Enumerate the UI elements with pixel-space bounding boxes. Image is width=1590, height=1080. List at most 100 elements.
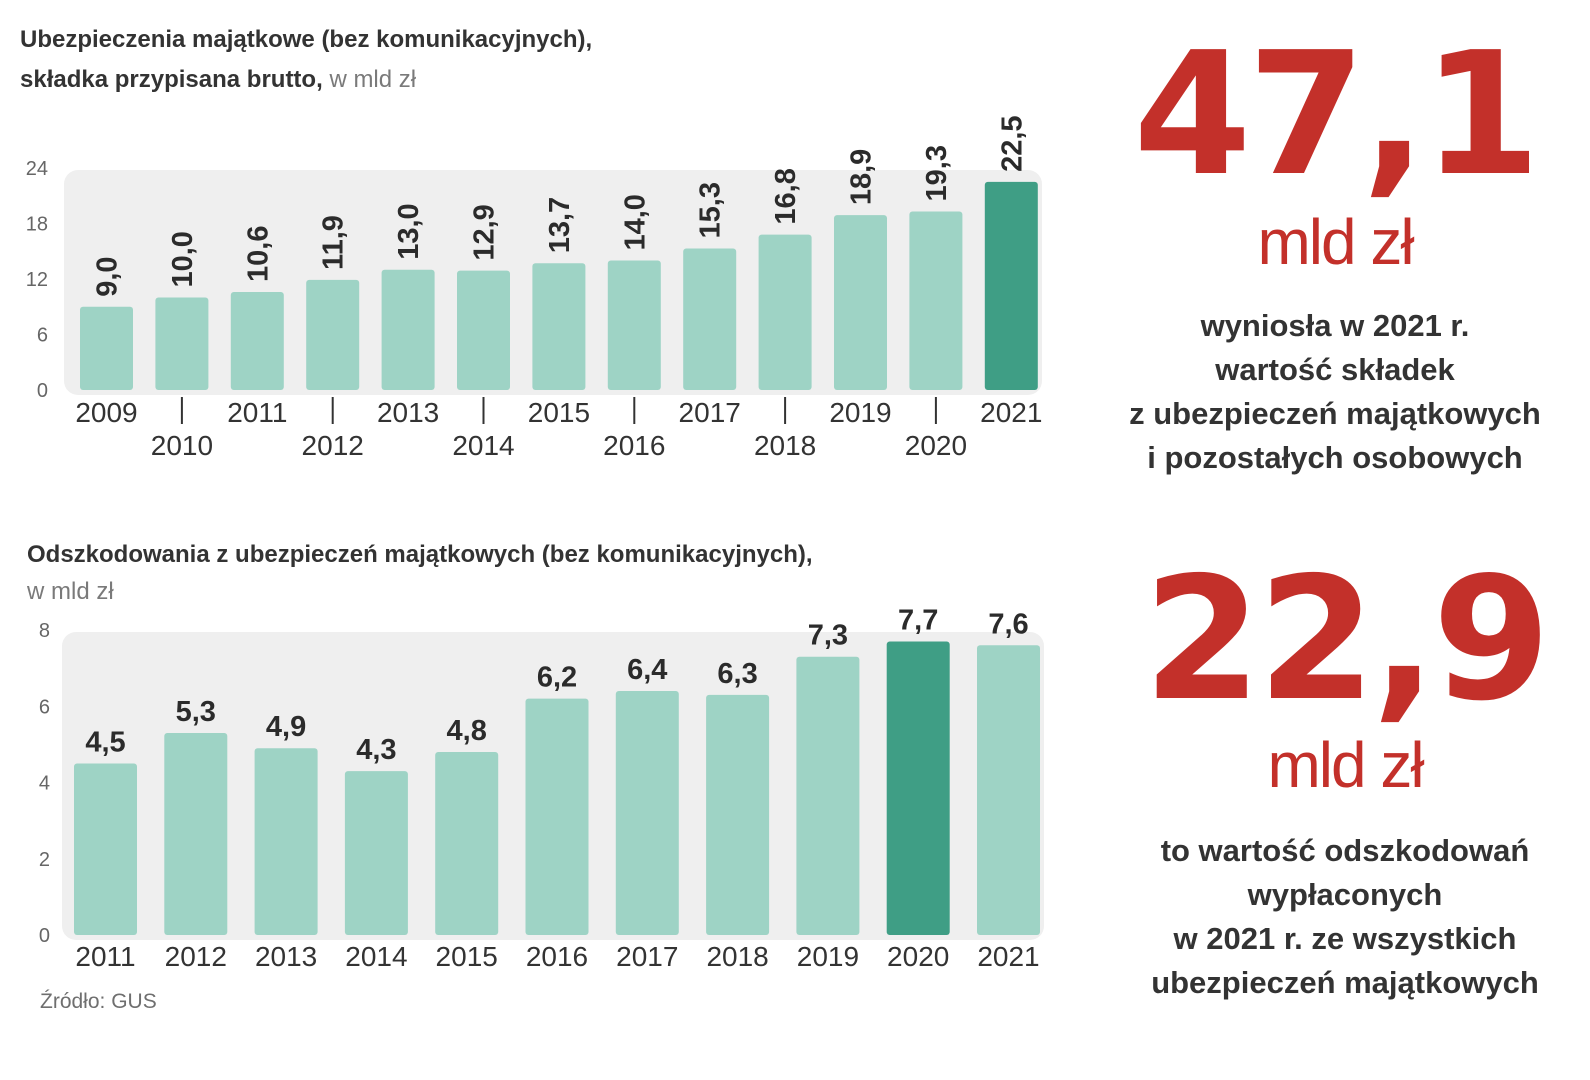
chart1-value-label: 10,0	[167, 231, 199, 287]
stat1-desc-line: z ubezpieczeń majątkowych	[1129, 396, 1541, 431]
chart1-value-label: 13,0	[393, 203, 425, 259]
chart1-value-label: 16,8	[770, 168, 802, 224]
chart2-unit: w mld zł	[27, 578, 114, 605]
chart1-bar	[984, 181, 1038, 390]
chart1-bar	[683, 248, 737, 390]
stat2-desc-line: w 2021 r. ze wszystkich	[1173, 921, 1517, 956]
chart1-xtick-label: 2012	[302, 430, 364, 461]
chart2-xtick-label: 2015	[436, 941, 498, 972]
chart2-value-label: 4,9	[266, 711, 306, 743]
chart1-value-label: 12,9	[469, 204, 501, 260]
chart2-ytick-label: 0	[39, 925, 50, 947]
chart1-xtick-label: 2019	[829, 397, 891, 428]
stat2-desc-line: ubezpieczeń majątkowych	[1151, 965, 1539, 1000]
chart2-bar	[886, 641, 950, 935]
chart2-xtick-label: 2014	[345, 941, 407, 972]
chart1-value-label: 22,5	[996, 115, 1028, 171]
chart2-bar	[525, 698, 589, 935]
chart2-xtick-label: 2013	[255, 941, 317, 972]
chart2-bar	[435, 752, 499, 935]
chart2-xtick-label: 2019	[797, 941, 859, 972]
chart2-ytick-label: 6	[39, 696, 50, 718]
chart2-title: Odszkodowania z ubezpieczeń majątkowych …	[27, 541, 813, 568]
chart2-xtick-label: 2017	[616, 941, 678, 972]
chart1-value-label: 10,6	[242, 225, 274, 281]
chart1-bar	[381, 269, 435, 390]
chart1-xtick-label: 2014	[452, 430, 514, 461]
chart1-xtick-label: 2009	[75, 397, 137, 428]
chart1-unit: w mld zł	[329, 66, 417, 93]
stat1-desc-line: wyniosła w 2021 r.	[1200, 308, 1470, 343]
chart1-bar	[80, 306, 133, 390]
chart1-xtick-label: 2020	[905, 430, 967, 461]
chart1-bar	[306, 279, 360, 390]
chart1-subtitle-line: składka przypisana brutto, w mld zł	[20, 60, 592, 100]
chart2-value-label: 5,3	[176, 696, 216, 728]
chart2-value-label: 7,6	[988, 608, 1028, 640]
chart2-bar	[706, 694, 770, 935]
chart1-xtick-label: 2015	[528, 397, 590, 428]
chart2-value-label: 7,3	[808, 620, 848, 652]
chart1-ytick-label: 24	[26, 158, 48, 180]
chart2-value-label: 6,3	[717, 658, 757, 690]
chart1-xtick-label: 2018	[754, 430, 816, 461]
chart1-xtick-label: 2010	[151, 430, 213, 461]
chart1-bar	[457, 270, 510, 390]
chart1-value-label: 18,9	[846, 149, 878, 205]
chart1-bar	[834, 215, 887, 390]
chart2-bar	[254, 748, 318, 935]
chart1-bar	[155, 297, 209, 390]
chart2-ytick-label: 2	[39, 849, 50, 871]
chart1-xtick-label: 2016	[603, 430, 665, 461]
chart1-value-label: 15,3	[695, 182, 727, 238]
chart1-ytick-label: 18	[26, 214, 48, 236]
chart1-subtitle: składka przypisana brutto,	[20, 66, 323, 93]
chart1-bar	[532, 263, 586, 390]
chart2-bar	[796, 656, 860, 935]
chart2-value-label: 6,2	[537, 662, 577, 694]
chart1-title-block: Ubezpieczenia majątkowe (bez komunikacyj…	[20, 20, 592, 100]
chart1-bar	[758, 234, 812, 390]
chart1-bar	[909, 211, 963, 390]
chart2-xtick-label: 2012	[165, 941, 227, 972]
stat1-desc-line: wartość składek	[1215, 352, 1455, 387]
chart2-xtick-label: 2021	[977, 941, 1039, 972]
stat2-value: 22,9	[1143, 541, 1550, 739]
chart1-ytick-label: 6	[37, 325, 48, 347]
stat1-description: wyniosła w 2021 r. wartość składek z ube…	[1100, 304, 1570, 480]
chart2-xtick-label: 2011	[75, 941, 135, 972]
chart1-xtick-label: 2011	[227, 397, 287, 428]
chart2-xtick-label: 2016	[526, 941, 588, 972]
chart1-value-label: 14,0	[619, 194, 651, 250]
stat1-desc-line: i pozostałych osobowych	[1147, 440, 1523, 475]
stat2-callout: 22,9 mld zł to wartość odszkodowań wypła…	[1100, 555, 1590, 1005]
chart1-svg: 0 6 12 18 24 9,0 2009 10,0 2010 10,6 2011 11,9 2012 1…	[26, 115, 1043, 461]
chart1-title: Ubezpieczenia majątkowe (bez komunikacyj…	[20, 26, 593, 53]
chart2-bar	[344, 771, 408, 935]
chart1-ytick-label: 0	[37, 380, 48, 402]
chart1-xtick-label: 2021	[980, 397, 1042, 428]
chart2-bar	[164, 732, 228, 935]
chart2-xtick-label: 2018	[706, 941, 768, 972]
stat2-description: to wartość odszkodowań wypłaconych w 202…	[1100, 829, 1590, 1005]
stat2-desc-line: wypłaconych	[1247, 877, 1443, 912]
stat1-value: 47,1	[1133, 16, 1540, 214]
chart2-bar	[615, 691, 679, 935]
chart1-value-label: 19,3	[921, 145, 953, 201]
source-note: Źródło: GUS	[40, 990, 157, 1013]
chart2-bar	[74, 763, 137, 935]
chart1-bar	[607, 260, 661, 390]
chart2-value-label: 7,7	[898, 604, 938, 636]
chart2-ytick-label: 8	[39, 620, 50, 642]
chart2-ytick-label: 4	[39, 773, 50, 795]
chart2-value-label: 4,8	[447, 715, 487, 747]
stat2-desc-line: to wartość odszkodowań	[1160, 833, 1530, 868]
chart1-value-label: 9,0	[92, 256, 124, 296]
chart2-value-label: 4,3	[356, 734, 396, 766]
chart2-value-label: 4,5	[85, 726, 125, 758]
chart1-bar	[230, 291, 284, 390]
chart1-value-label: 11,9	[318, 215, 350, 270]
chart2-bar	[977, 645, 1040, 935]
chart2-value-label: 6,4	[627, 654, 667, 686]
chart2-svg: 0 2 4 6 8 4,5 2011 5,3 2012 4,9 2013 4,3 2014 4,8 2015…	[39, 604, 1044, 972]
